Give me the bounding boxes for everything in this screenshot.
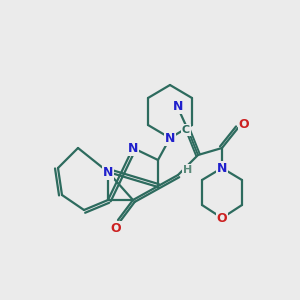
Text: N: N [128, 142, 138, 154]
Text: C: C [182, 125, 190, 135]
Text: N: N [103, 166, 113, 178]
Text: N: N [173, 100, 183, 112]
Text: O: O [111, 221, 121, 235]
Text: O: O [217, 212, 227, 224]
Text: H: H [183, 165, 193, 175]
Text: N: N [165, 131, 175, 145]
Text: N: N [217, 161, 227, 175]
Text: O: O [239, 118, 249, 130]
